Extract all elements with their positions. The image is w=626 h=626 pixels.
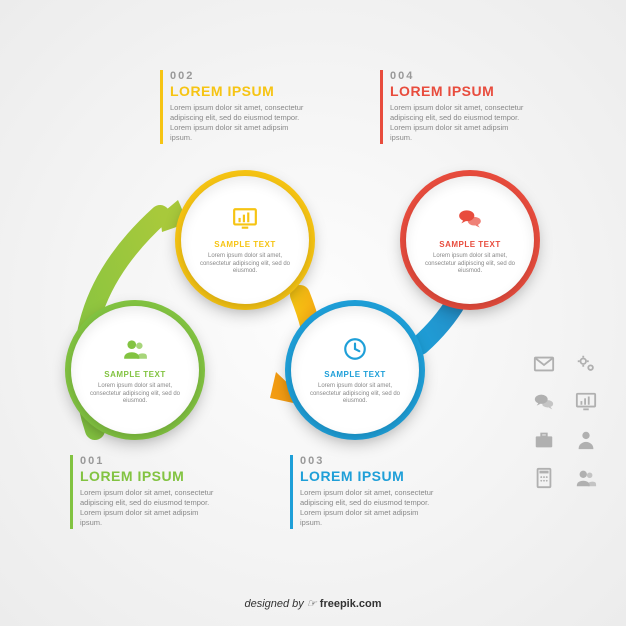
legend-num: 002 [170,70,310,82]
side-icon-grid [530,350,600,492]
gear-icon [572,350,600,378]
node-n1: SAMPLE TEXT Lorem ipsum dolor sit amet, … [71,306,199,434]
people-icon [122,334,148,364]
briefcase-icon [530,426,558,454]
node-desc: Lorem ipsum dolor sit amet, consectetur … [181,253,309,276]
legend-bar [380,70,383,144]
credit-prefix: designed by [244,598,306,610]
node-n4: SAMPLE TEXT Lorem ipsum dolor sit amet, … [406,176,534,304]
chat-icon [457,204,483,234]
calculator-icon [530,464,558,492]
node-desc: Lorem ipsum dolor sit amet, consectetur … [71,383,199,406]
node-title: SAMPLE TEXT [214,240,276,249]
monitor-icon [232,204,258,234]
node-desc: Lorem ipsum dolor sit amet, consectetur … [406,253,534,276]
legend-003: 003 LOREM IPSUM Lorem ipsum dolor sit am… [290,455,440,529]
node-desc: Lorem ipsum dolor sit amet, consectetur … [291,383,419,406]
legend-title: LOREM IPSUM [80,468,220,484]
legend-desc: Lorem ipsum dolor sit amet, consectetur … [170,103,310,144]
legend-num: 003 [300,455,440,467]
node-title: SAMPLE TEXT [324,370,386,379]
people-icon [572,464,600,492]
infographic-stage: SAMPLE TEXT Lorem ipsum dolor sit amet, … [0,0,626,626]
node-title: SAMPLE TEXT [439,240,501,249]
person-icon [572,426,600,454]
node-title: SAMPLE TEXT [104,370,166,379]
legend-desc: Lorem ipsum dolor sit amet, consectetur … [80,488,220,529]
legend-bar [70,455,73,529]
presentation-icon [572,388,600,416]
node-n3: SAMPLE TEXT Lorem ipsum dolor sit amet, … [291,306,419,434]
credit-line: designed by ☞ freepik.com [0,597,626,610]
legend-num: 001 [80,455,220,467]
legend-002: 002 LOREM IPSUM Lorem ipsum dolor sit am… [160,70,310,144]
clock-icon [342,334,368,364]
legend-title: LOREM IPSUM [390,83,530,99]
legend-desc: Lorem ipsum dolor sit amet, consectetur … [300,488,440,529]
node-n2: SAMPLE TEXT Lorem ipsum dolor sit amet, … [181,176,309,304]
legend-title: LOREM IPSUM [170,83,310,99]
legend-004: 004 LOREM IPSUM Lorem ipsum dolor sit am… [380,70,530,144]
mail-icon [530,350,558,378]
legend-num: 004 [390,70,530,82]
chat-icon [530,388,558,416]
legend-desc: Lorem ipsum dolor sit amet, consectetur … [390,103,530,144]
legend-bar [290,455,293,529]
legend-title: LOREM IPSUM [300,468,440,484]
legend-001: 001 LOREM IPSUM Lorem ipsum dolor sit am… [70,455,220,529]
credit-brand: freepik.com [320,598,382,610]
legend-bar [160,70,163,144]
